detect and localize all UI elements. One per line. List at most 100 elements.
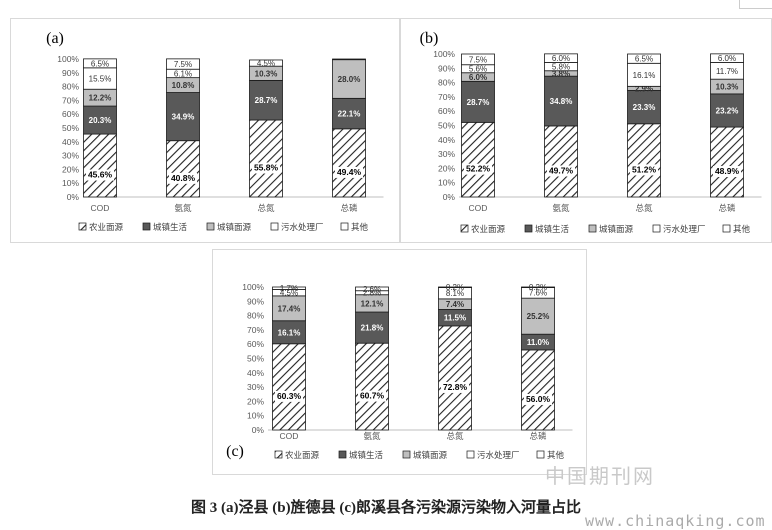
legend-swatch [524, 224, 533, 233]
data-label: 10.3% [716, 83, 739, 92]
data-label: 40.8% [171, 173, 196, 183]
data-label: 12.2% [89, 94, 112, 103]
legend-swatch [340, 222, 349, 231]
data-label: 6.5% [635, 55, 653, 64]
bar-segment [355, 311, 389, 344]
y-tick-label: 80% [247, 311, 264, 321]
chart-panel-a: 0% 10% 20% 30% 40% 50% 60% 70% 80% 90% 100% 45.6% 20… [10, 18, 400, 243]
data-label: 1.7% [280, 284, 298, 293]
data-label: 11.5% [444, 314, 466, 323]
data-label: 48.9% [715, 166, 740, 176]
data-label: 22.1% [338, 110, 361, 119]
legend-label: 城镇生活 [153, 222, 188, 232]
data-label: 10.3% [255, 69, 278, 78]
data-label: 6.5% [91, 59, 109, 68]
y-tick-label: 40% [247, 368, 264, 378]
y-tick-label: 70% [438, 92, 455, 102]
data-label: 6.1% [174, 69, 192, 78]
figure-caption: 图 3 (a)泾县 (b)旌德县 (c)郎溪县各污染源污染物入河量占比 [191, 500, 581, 516]
legend-swatch [460, 224, 469, 233]
legend-label: 城镇面源 [413, 450, 448, 460]
legend-swatch [652, 224, 661, 233]
data-label: 23.2% [716, 106, 739, 115]
bar-segment [355, 286, 389, 292]
data-label-bg [275, 390, 303, 402]
y-tick-label: 40% [62, 137, 79, 147]
y-tick-label: 60% [247, 339, 264, 349]
data-label-bg [524, 393, 552, 405]
legend-swatch [722, 224, 731, 233]
legend-label: 其他 [547, 450, 565, 460]
data-label: 11.0% [527, 338, 549, 347]
y-tick-label: 40% [438, 135, 455, 145]
category-label: 总氮 [257, 203, 275, 213]
y-tick-label: 10% [62, 178, 79, 188]
legend-label: 农业面源 [285, 450, 320, 460]
category-label: 总氮 [446, 431, 464, 441]
data-label: 11.7% [716, 67, 738, 76]
data-label: 7.5% [174, 60, 192, 69]
bar-segment [710, 53, 744, 63]
bar-segment [272, 295, 306, 322]
bar-segment [249, 119, 283, 198]
data-label: 34.8% [550, 97, 573, 106]
chart-panel-b: 0% 10% 20% 30% 40% 50% 60% 70% 80% 90% 100% 52.2% 28… [400, 18, 772, 243]
bar-segment [272, 343, 306, 431]
y-tick-label: 100% [433, 49, 455, 59]
data-label-bg [441, 381, 469, 393]
chart-c-svg: 0% 10% 20% 30% 40% 50% 60% 70% 80% 90% 100% 60.3% 16… [226, 282, 573, 460]
y-tick-label: 50% [247, 354, 264, 364]
panel-label: (a) [46, 30, 64, 47]
data-label: 16.1% [633, 71, 656, 80]
bar-segment [521, 349, 555, 431]
y-tick-label: 80% [438, 78, 455, 88]
data-label: 21.8% [361, 324, 384, 333]
data-label-bg [358, 390, 386, 402]
data-label: 34.9% [172, 113, 195, 122]
category-label: 总磷 [529, 431, 547, 441]
y-tick-label: 80% [62, 82, 79, 92]
legend-label: 城镇面源 [599, 224, 634, 234]
y-tick-label: 20% [62, 164, 79, 174]
data-label-bg [86, 169, 114, 181]
bar-segment [710, 126, 744, 198]
data-label-bg [464, 163, 492, 175]
legend-swatch [466, 450, 475, 459]
watermark-url: www.chinaqking.com [585, 512, 766, 530]
bar-segment [83, 58, 117, 69]
data-label: 20.3% [89, 116, 112, 125]
bar-segment [544, 125, 578, 198]
legend-label: 城镇面源 [217, 222, 252, 232]
data-label: 7.6% [529, 289, 547, 298]
data-label-bg [547, 165, 575, 177]
bar-segment [627, 53, 661, 64]
legend-label: 城镇生活 [535, 224, 570, 234]
chart-panel-c: 0% 10% 20% 30% 40% 50% 60% 70% 80% 90% 100% 60.3% 16… [212, 249, 587, 475]
y-tick-label: 90% [247, 296, 264, 306]
category-label: 总氮 [635, 203, 653, 213]
data-label: 8.1% [446, 289, 464, 298]
data-label: 49.4% [337, 167, 362, 177]
legend-label: 污水处理厂 [281, 222, 324, 232]
legend-label: 农业面源 [471, 224, 506, 234]
category-label: 氨氮 [363, 431, 381, 441]
data-label: 28.0% [338, 75, 361, 84]
data-label: 2.8% [363, 289, 381, 298]
data-label: 0.2% [529, 283, 547, 292]
bar-segment [166, 140, 200, 198]
y-tick-label: 30% [62, 151, 79, 161]
data-label: 12.1% [361, 299, 384, 308]
bar-segment [355, 342, 389, 431]
bar-segment [249, 59, 283, 67]
y-tick-label: 90% [62, 68, 79, 78]
y-tick-label: 30% [438, 149, 455, 159]
category-label: 总磷 [340, 203, 358, 213]
bar-segment [249, 79, 283, 121]
data-label: 6.0% [552, 54, 570, 63]
data-label-bg [252, 162, 280, 174]
legend-swatch [536, 450, 545, 459]
data-label: 7.5% [469, 55, 487, 64]
y-tick-label: 70% [62, 95, 79, 105]
data-label: 28.7% [467, 98, 490, 107]
data-label: 5.8% [552, 63, 570, 72]
